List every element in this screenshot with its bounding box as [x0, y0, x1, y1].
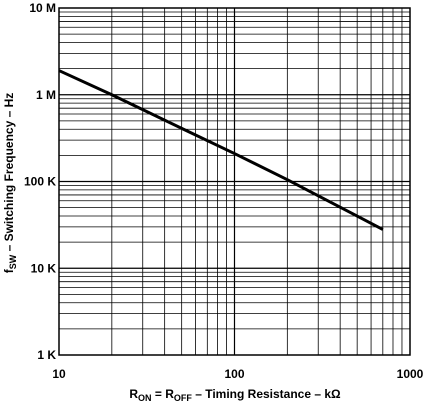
plot-frame — [58, 7, 411, 356]
y-tick-label: 10 M — [29, 1, 56, 15]
grid-major — [59, 8, 410, 355]
y-tick-labels: 10 M 1 M 100 K 10 K 1 K — [24, 1, 56, 362]
x-tick-label: 1000 — [397, 367, 424, 381]
x-tick-label: 100 — [224, 367, 244, 381]
x-axis-label: RON = ROFF – Timing Resistance – kΩ — [129, 387, 341, 402]
x-tick-labels: 10 100 1000 — [52, 367, 423, 381]
y-tick-label: 10 K — [31, 261, 57, 275]
y-axis-label: fSW – Switching Frequency – Hz — [2, 93, 18, 274]
y-tick-label: 1 M — [36, 88, 56, 102]
series-layer — [58, 69, 384, 231]
x-tick-label: 10 — [52, 367, 66, 381]
series-line-1 — [58, 69, 384, 231]
y-tick-label: 1 K — [37, 348, 56, 362]
y-tick-label: 100 K — [24, 175, 56, 189]
